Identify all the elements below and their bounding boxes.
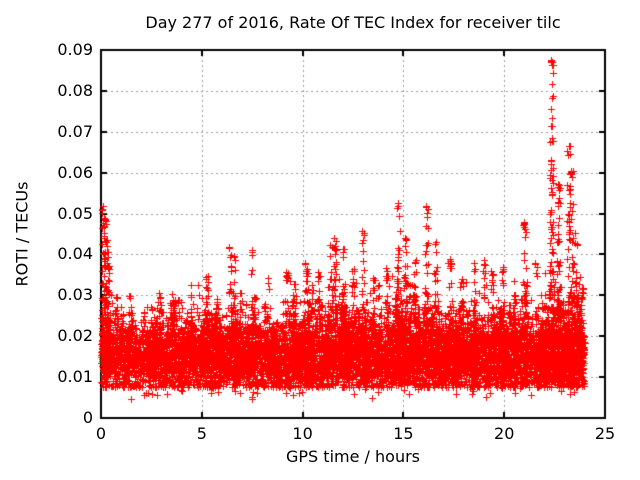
y-tick-label: 0.07 bbox=[57, 121, 93, 141]
y-tick-label: 0.04 bbox=[57, 244, 93, 264]
y-axis-label: ROTI / TECUs bbox=[12, 181, 32, 287]
y-tick-label: 0.06 bbox=[57, 162, 93, 182]
y-tick-label: 0 bbox=[82, 408, 93, 427]
y-tick-label: 0.03 bbox=[57, 285, 93, 305]
x-axis-label: GPS time / hours bbox=[286, 447, 420, 466]
y-tick-label: 0.09 bbox=[57, 40, 93, 59]
x-tick-label: 15 bbox=[393, 424, 414, 443]
x-tick-label: 20 bbox=[494, 424, 515, 443]
chart-title: Day 277 of 2016, Rate Of TEC Index for r… bbox=[145, 13, 561, 32]
x-tick-label: 10 bbox=[292, 424, 313, 443]
x-tick-label: 5 bbox=[196, 424, 207, 443]
x-tick-label: 25 bbox=[594, 424, 616, 443]
y-tick-label: 0.01 bbox=[57, 367, 93, 387]
y-tick-label: 0.02 bbox=[57, 326, 93, 346]
x-tick-label: 0 bbox=[95, 424, 107, 443]
y-tick-label: 0.05 bbox=[57, 203, 93, 223]
y-tick-label: 0.08 bbox=[57, 80, 93, 100]
